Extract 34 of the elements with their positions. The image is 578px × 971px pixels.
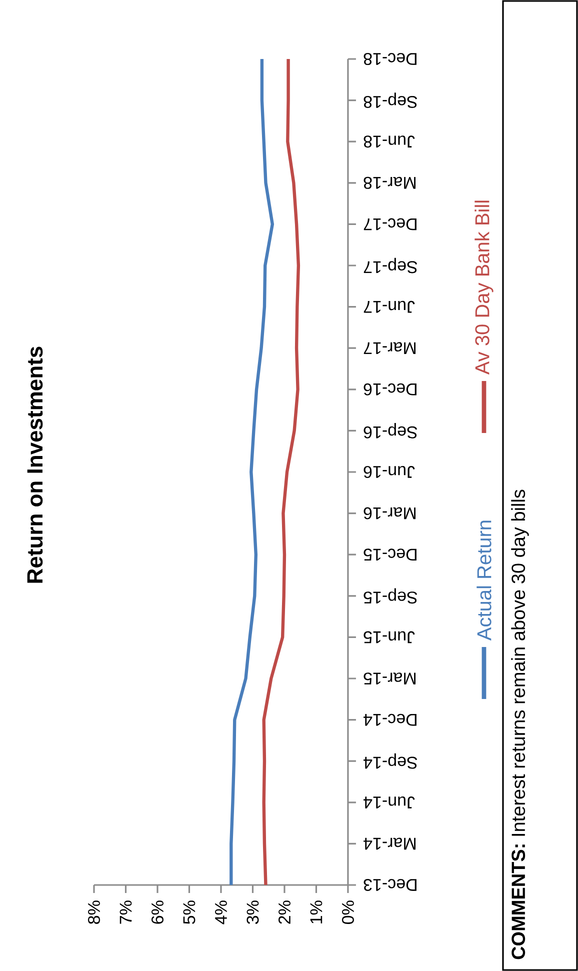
y-tick-label: Dec-17 <box>364 218 416 230</box>
y-tick-label: Sep-14 <box>364 753 418 769</box>
text: Av 30 Day Bank Bill <box>474 200 494 375</box>
y-tick-label: Mar-15 <box>364 672 416 684</box>
x-tick-label: 3% <box>246 900 259 924</box>
x-tick-label: 5% <box>183 900 196 924</box>
text: Actual Return <box>476 520 492 641</box>
y-tick-label: Dec-18 <box>364 53 416 66</box>
y-tick-label: Jun-15 <box>364 631 415 644</box>
y-tick-label: Dec-13 <box>364 878 416 891</box>
y-tick-label: Sep-17 <box>364 258 418 274</box>
x-tick-label: 6% <box>151 900 164 924</box>
y-tick-label: Mar-18 <box>364 176 416 189</box>
y-tick-label: Jun-14 <box>364 796 415 808</box>
text: Return on Investments <box>27 346 43 583</box>
y-tick-label: Sep-16 <box>364 423 418 438</box>
y-tick-label: Jun-16 <box>364 466 415 478</box>
y-tick-label: Mar-16 <box>364 507 416 520</box>
y-tick-label: Dec-15 <box>364 548 416 561</box>
y-tick-label: Jun-18 <box>364 136 415 148</box>
x-tick-label: 0% <box>342 900 354 924</box>
x-tick-label: 2% <box>278 900 290 924</box>
y-tick-label: Mar-17 <box>364 342 416 354</box>
y-tick-label: Jun-17 <box>364 300 415 313</box>
x-tick-label: 4% <box>215 900 227 924</box>
x-tick-label: 7% <box>120 900 132 924</box>
x-tick-label: 1% <box>310 900 322 924</box>
y-tick-label: Mar-14 <box>364 838 416 850</box>
y-tick-label: Sep-15 <box>364 588 418 604</box>
x-tick-label: 8% <box>88 900 100 924</box>
text: COMMENTS: Interest returns remain above 30 day bills <box>511 490 529 960</box>
y-tick-label: Dec-16 <box>364 383 416 396</box>
y-tick-label: Dec-14 <box>364 714 416 726</box>
y-tick-label: Sep-18 <box>364 92 418 108</box>
